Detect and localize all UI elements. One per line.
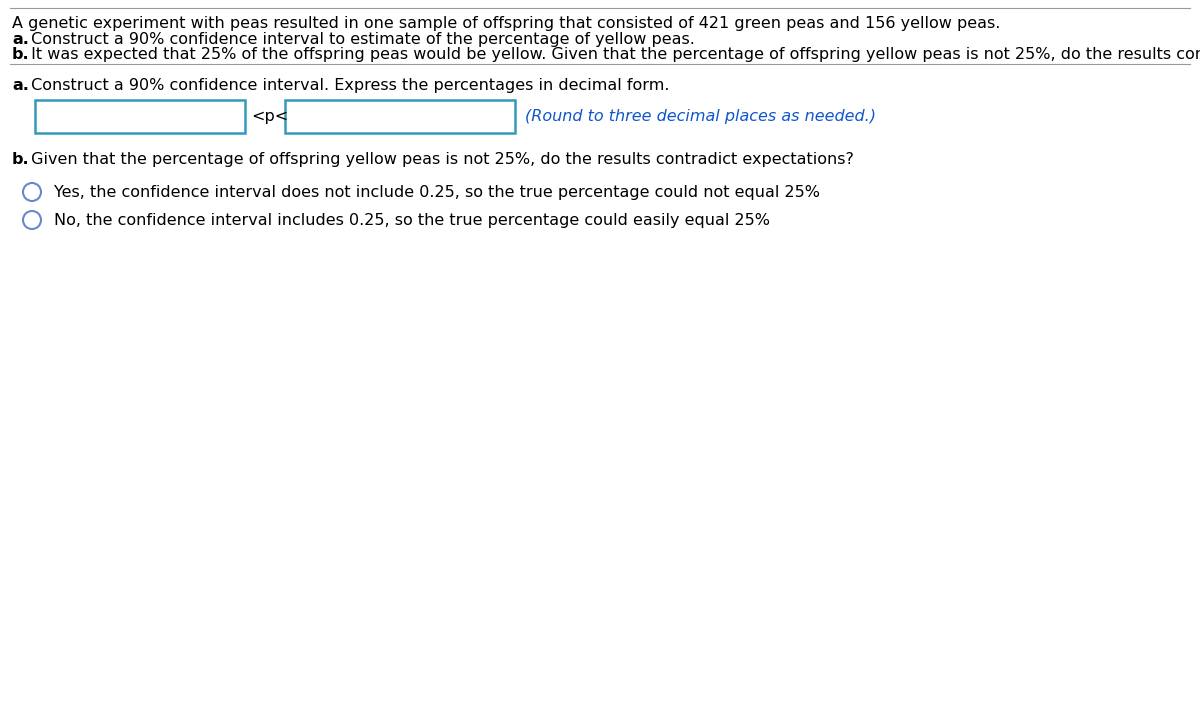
Text: a.: a. <box>12 78 29 93</box>
Circle shape <box>23 211 41 229</box>
Text: No, the confidence interval includes 0.25, so the true percentage could easily e: No, the confidence interval includes 0.2… <box>54 212 770 227</box>
Text: Given that the percentage of offspring yellow peas is not 25%, do the results co: Given that the percentage of offspring y… <box>26 152 854 167</box>
FancyBboxPatch shape <box>35 100 245 133</box>
Text: A genetic experiment with peas resulted in one sample of offspring that consiste: A genetic experiment with peas resulted … <box>12 16 1001 31</box>
Text: Construct a 90% confidence interval to estimate of the percentage of yellow peas: Construct a 90% confidence interval to e… <box>26 32 695 47</box>
Text: Construct a 90% confidence interval. Express the percentages in decimal form.: Construct a 90% confidence interval. Exp… <box>26 78 670 93</box>
Text: b.: b. <box>12 47 30 62</box>
Text: b.: b. <box>12 152 30 167</box>
FancyBboxPatch shape <box>286 100 515 133</box>
Text: (Round to three decimal places as needed.): (Round to three decimal places as needed… <box>526 109 876 124</box>
Text: It was expected that 25% of the offspring peas would be yellow. Given that the p: It was expected that 25% of the offsprin… <box>26 47 1200 62</box>
Circle shape <box>23 183 41 201</box>
Text: Yes, the confidence interval does not include 0.25, so the true percentage could: Yes, the confidence interval does not in… <box>54 185 820 200</box>
Text: <p<: <p< <box>251 109 288 124</box>
Text: a.: a. <box>12 32 29 47</box>
